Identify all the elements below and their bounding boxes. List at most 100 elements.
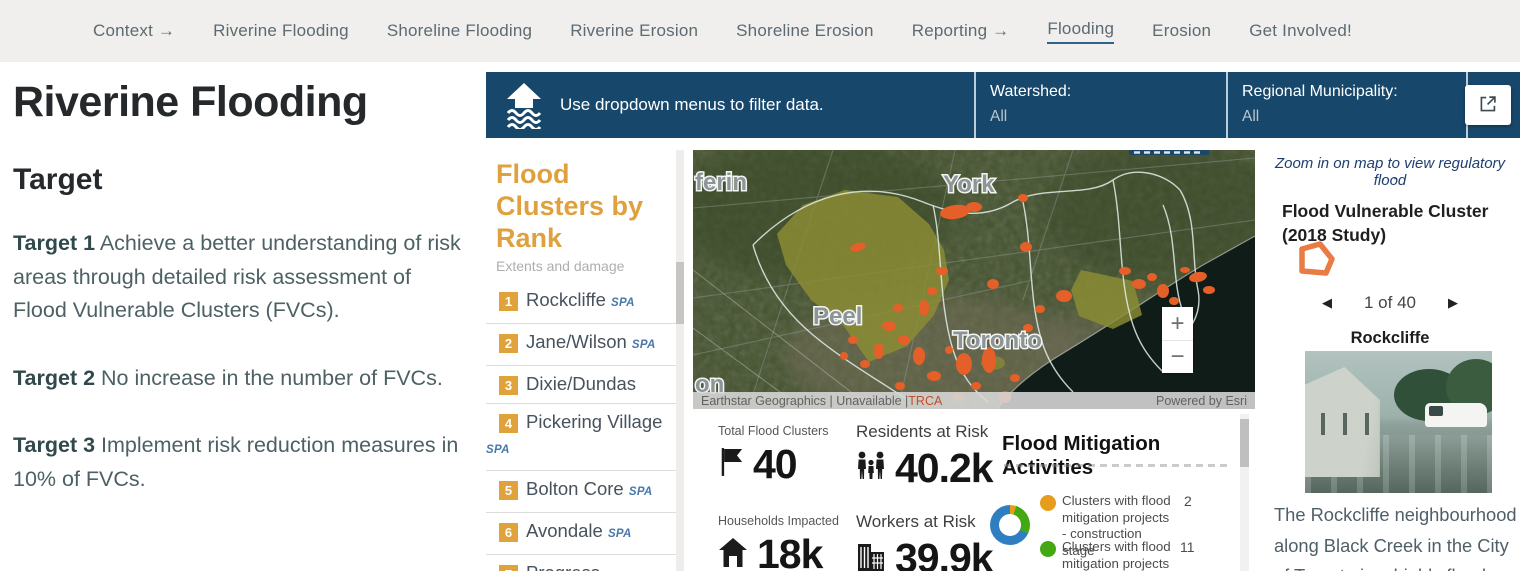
legend-label-construction[interactable]: Clusters with flood mitigation projects … [1062,493,1171,558]
list-item-bolton-core[interactable]: 5 Bolton Core SPA [486,471,676,513]
cluster-name: Pickering Village [526,411,663,432]
feature-pager: ◀ 1 of 40 ▶ [1262,293,1518,313]
scrollbar-thumb[interactable] [676,262,684,324]
map-label-peel: Peel [813,303,862,330]
legend-label-planning[interactable]: Clusters with flood mitigation projects … [1062,539,1171,571]
mitigation-donut-chart[interactable] [990,505,1030,545]
map-attribution: Earthstar Geographics | Unavailable | TR… [693,392,1255,409]
target-3-text: Implement risk reduction measures in 10%… [13,433,459,491]
list-item-dixie-dundas[interactable]: 3 Dixie/Dundas [486,366,676,404]
stat-value: 40 [753,441,798,487]
feature-caption: The Rockcliffe neighbourhood along Black… [1274,504,1517,571]
nav-item-reporting[interactable]: Reporting → [911,21,1010,40]
rank-badge: 7 [499,565,518,571]
mitigation-title: Flood Mitigation Activities [1002,432,1161,479]
cluster-name: Jane/Wilson [526,331,627,352]
attribution-trca-link[interactable]: TRCA [908,393,943,408]
nav-item-shoreline-flooding[interactable]: Shoreline Flooding [386,21,533,40]
legend-dot-construction [1040,495,1056,511]
rank-badge: 6 [499,523,518,542]
target-2-paragraph: Target 2 No increase in the number of FV… [13,362,465,396]
open-dashboard-button[interactable] [1465,85,1511,125]
photo-building-windows [1311,413,1371,435]
municipality-filter-label: Regional Municipality: [1242,83,1398,100]
spa-tag: SPA [607,528,632,540]
map-label-toronto: Toronto [953,327,1042,354]
legend-value-construction: 2 [1184,493,1192,509]
stat-value: 39.9k [895,535,994,571]
spa-tag: SPA [486,444,510,456]
family-icon [856,450,886,487]
rank-badge: 1 [499,292,518,311]
stat-residents-at-risk: Residents at Risk 40.2k [856,422,994,492]
map-zoom-note: Zoom in on map to view regulatory flood [1274,155,1506,189]
flood-clusters-map[interactable]: ferin York Peel Toronto on + − Earthstar… [693,150,1255,409]
target-3-paragraph: Target 3 Implement risk reduction measur… [13,429,465,496]
house-icon [718,536,748,571]
scrollbar-thumb[interactable] [1240,419,1249,467]
map-label-york: York [943,171,995,198]
section-heading-target: Target [13,163,103,196]
open-in-new-icon [1477,93,1499,118]
pager-position: 1 of 40 [1364,293,1416,312]
nav-item-riverine-erosion[interactable]: Riverine Erosion [570,21,699,40]
stat-households-impacted: Households Impacted 18k [718,514,839,571]
nav-item-flooding-active[interactable]: Flooding [1047,19,1115,44]
spa-tag: SPA [628,486,653,498]
nav-item-get-involved[interactable]: Get Involved! [1249,21,1352,40]
nav-item-context[interactable]: Context → [93,21,176,40]
header-divider [1226,72,1228,138]
map-label-dufferin: ferin [695,169,747,196]
stat-label: Households Impacted [718,514,839,528]
target-2-label: Target 2 [13,365,96,390]
map-zoom-note-clipped: plain. [1262,176,1518,181]
pager-next-button[interactable]: ▶ [1444,293,1462,313]
page-title: Riverine Flooding [13,78,368,126]
target-1-paragraph: Target 1 Achieve a better understanding … [13,227,465,328]
list-item-rockcliffe[interactable]: 1 Rockcliffe SPA [486,282,676,324]
watershed-filter-dropdown[interactable]: Watershed: All [990,83,1071,126]
dashboard-hint-text: Use dropdown menus to filter data. [560,95,824,114]
spa-tag: SPA [611,297,635,309]
target-1-label: Target 1 [13,231,96,255]
building-icon [856,540,886,571]
photo-van [1425,403,1487,427]
powered-by-esri: Powered by Esri [1155,393,1247,408]
cluster-list-title: Flood Clusters by Rank [496,159,644,253]
rank-badge: 3 [499,376,518,395]
stat-label: Residents at Risk [856,422,989,441]
top-nav: Context → Riverine Flooding Shoreline Fl… [0,0,1520,62]
zoom-in-button[interactable]: + [1162,307,1193,340]
feature-title: Rockcliffe [1350,329,1430,347]
list-item-pickering-village[interactable]: 4 Pickering Village SPA [486,404,676,471]
pager-prev-button[interactable]: ◀ [1318,293,1336,313]
stat-label: Workers at Risk [856,512,976,531]
flood-clusters-panel: Flood Clusters by Rank Extents and damag… [486,150,676,571]
article: Riverine Flooding Target Target 1 Achiev… [13,72,465,530]
cluster-list-subtitle: Extents and damage [496,258,625,274]
flood-icon [500,81,548,134]
list-item-avondale[interactable]: 6 Avondale SPA [486,513,676,555]
stat-workers-at-risk: Workers at Risk 39.9k [856,512,994,571]
mitigation-clipped-text [1004,464,1232,467]
spa-tag: SPA [631,339,656,351]
watershed-filter-value: All [990,108,1008,125]
nav-item-riverine-flooding[interactable]: Riverine Flooding [213,21,349,40]
flag-icon [718,445,744,484]
municipality-filter-dropdown[interactable]: Regional Municipality: All [1242,83,1398,126]
rank-badge: 4 [499,414,518,433]
municipality-filter-value: All [1242,108,1260,125]
list-item-jane-wilson[interactable]: 2 Jane/Wilson SPA [486,324,676,366]
dashboard-header: Use dropdown menus to filter data. Water… [486,72,1520,138]
list-item-progress-business-park[interactable]: 7Progress Business Park [486,555,676,571]
nav-item-erosion[interactable]: Erosion [1152,21,1212,40]
watershed-filter-label: Watershed: [990,83,1072,100]
legend-dot-planning [1040,541,1056,557]
mitigation-scrollbar[interactable] [1240,414,1249,571]
zoom-out-button[interactable]: − [1162,340,1193,373]
cluster-list-scrollbar[interactable] [676,150,684,571]
attribution-text: Earthstar Geographics | Unavailable | [701,393,909,408]
nav-item-shoreline-erosion[interactable]: Shoreline Erosion [736,21,874,40]
rank-badge: 2 [499,334,518,353]
